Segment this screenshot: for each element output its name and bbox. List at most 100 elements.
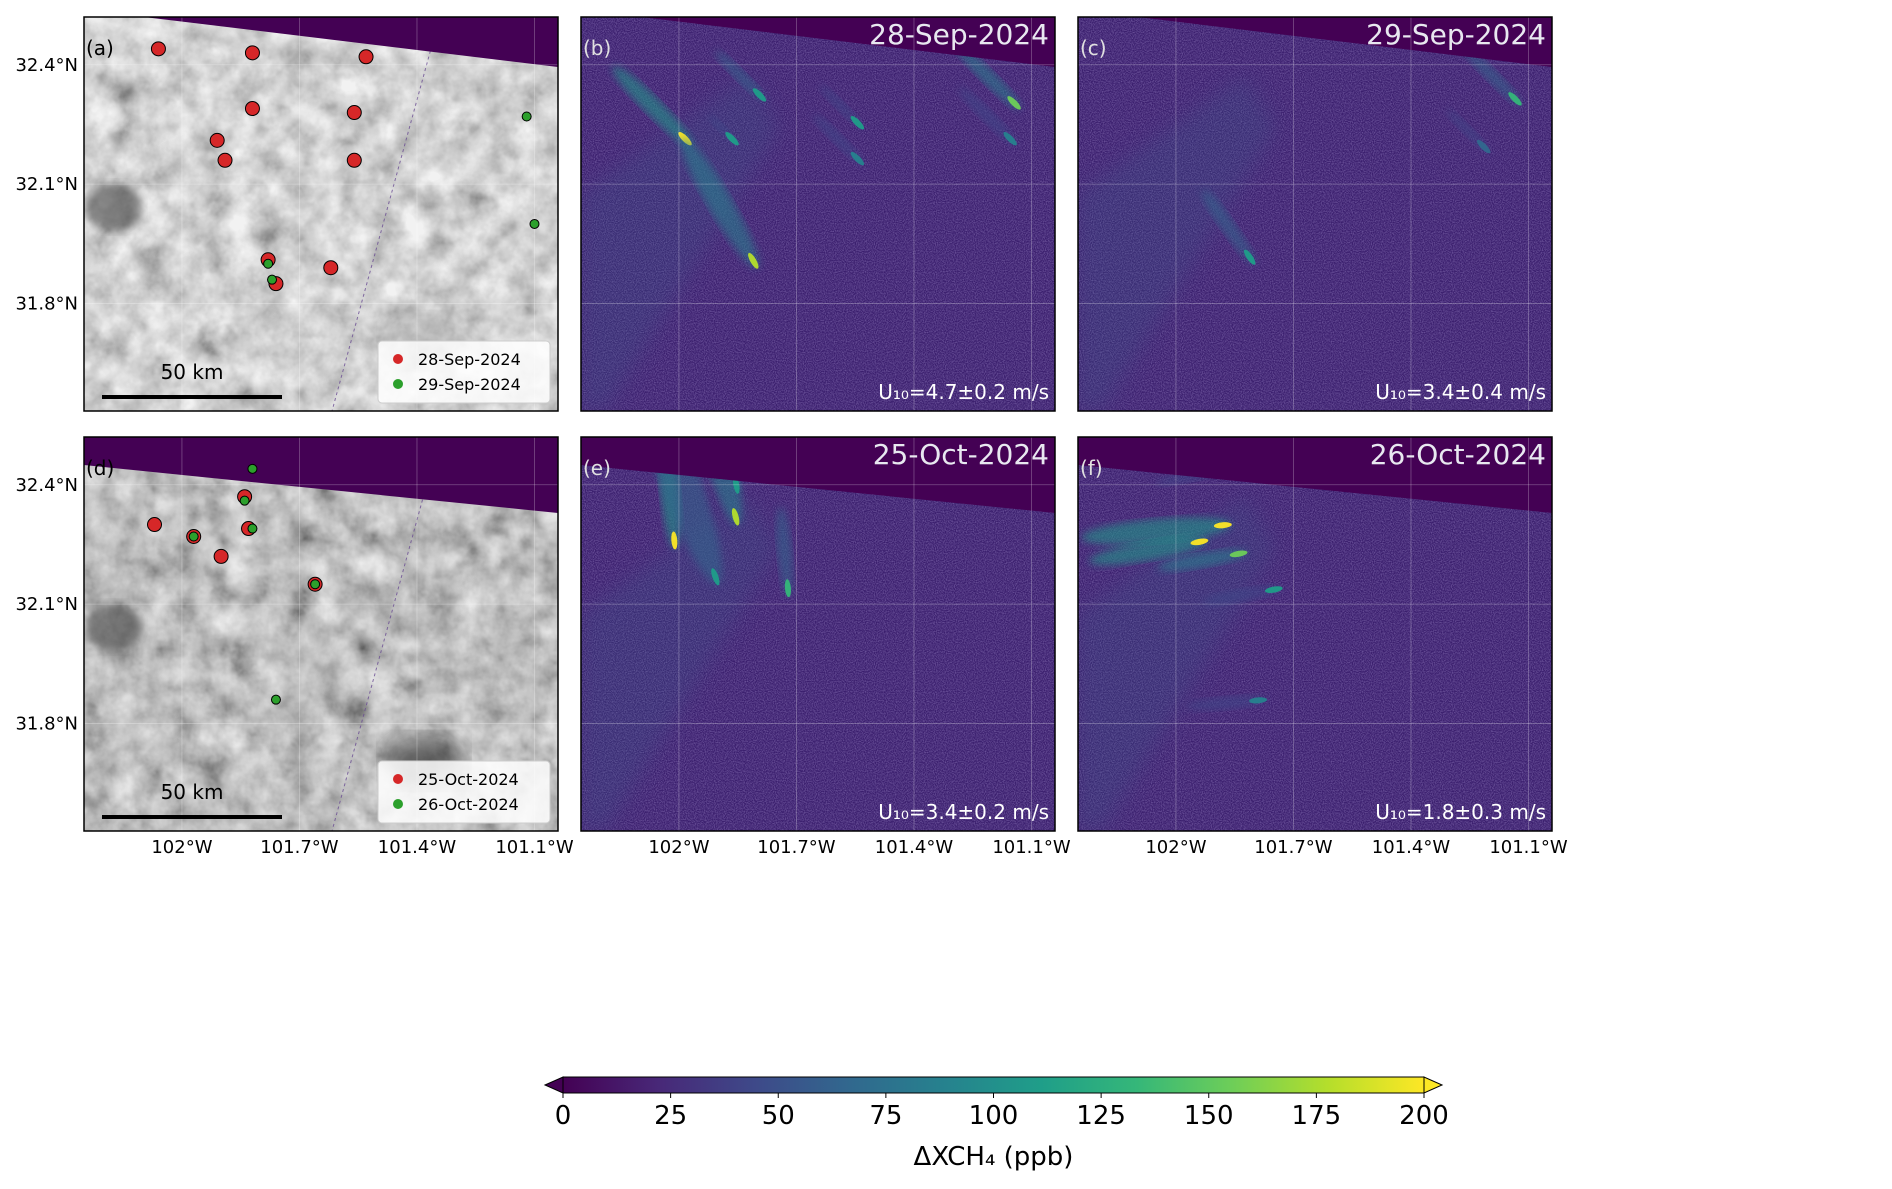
legend-marker <box>393 379 403 389</box>
plume-core <box>731 508 740 526</box>
wind-speed-label: U₁₀=3.4±0.4 m/s <box>1375 380 1546 404</box>
colorbar-label: ΔXCH₄ (ppb) <box>914 1142 1074 1172</box>
source-marker-29-Sep-2024 <box>263 258 274 269</box>
methane-plume <box>958 87 1017 146</box>
lon-tick-label: 101.7°W <box>260 837 339 858</box>
diffuse-enhancement <box>1078 496 1278 831</box>
colorbar-max-arrow <box>1423 1076 1444 1094</box>
plume-core <box>1229 550 1248 558</box>
plume-tail <box>612 66 692 145</box>
panel-date: 25-Oct-2024 <box>873 438 1049 471</box>
plume-tail <box>715 50 766 101</box>
colorbar-gradient <box>562 1076 1425 1094</box>
no-data-region <box>84 17 558 67</box>
no-data-region <box>581 17 1055 67</box>
source-marker-28-Sep-2024 <box>244 101 260 117</box>
lon-tick-label: 101.7°W <box>1254 837 1333 858</box>
urban-area-dark <box>86 183 142 231</box>
panel-label: (a) <box>86 36 114 60</box>
lon-tick-label: 101.1°W <box>992 837 1071 858</box>
plume-core <box>850 116 865 130</box>
methane-plume <box>820 85 865 130</box>
panel-frame <box>580 436 1056 832</box>
panel-frame <box>83 436 559 832</box>
legend-entry: 25-Oct-2024 <box>418 770 519 789</box>
no-data-region <box>1078 17 1552 67</box>
source-marker-28-Sep-2024 <box>209 132 225 148</box>
source-marker-28-Sep-2024 <box>217 152 233 168</box>
panel-frame <box>83 16 559 412</box>
legend-entry: 28-Sep-2024 <box>418 350 521 369</box>
plume-core <box>784 579 792 598</box>
lat-tick-label: 32.4°N <box>15 55 78 76</box>
colorbar: 0 25 50 75 100 125 150 175 200 ΔXCH₄ (ppb) <box>543 1076 1449 1172</box>
methane-plume <box>1157 549 1248 571</box>
lat-tick-label: 31.8°N <box>15 294 78 315</box>
source-marker-28-Sep-2024 <box>323 260 339 276</box>
legend-marker <box>393 354 403 364</box>
source-marker-25-Oct-2024 <box>147 517 163 533</box>
plume-tail <box>680 137 759 269</box>
legend-entry: 29-Sep-2024 <box>418 375 521 394</box>
panel-frame <box>1077 16 1553 412</box>
plume-tail <box>1202 585 1282 605</box>
panel-date: 26-Oct-2024 <box>1370 438 1546 471</box>
lon-tick-label: 102°W <box>648 837 709 858</box>
source-marker-29-Sep-2024 <box>521 111 532 122</box>
plume-core <box>1003 131 1017 146</box>
source-marker-26-Oct-2024 <box>188 531 199 542</box>
colorbar-tick-label: 50 <box>762 1101 795 1131</box>
colorbar-tick-label: 150 <box>1184 1101 1234 1131</box>
source-marker-25-Oct-2024 <box>213 548 229 564</box>
source-marker-29-Sep-2024 <box>267 274 278 285</box>
scale-bar-label: 50 km <box>161 780 224 804</box>
plume-tail <box>776 506 793 597</box>
lat-tick-label: 32.1°N <box>15 174 78 195</box>
plume-core <box>1243 249 1256 265</box>
lon-tick-label: 102°W <box>151 837 212 858</box>
panel-frame <box>580 16 1056 412</box>
colorbar-tick-label: 125 <box>1076 1101 1126 1131</box>
methane-plume <box>955 44 1021 110</box>
plume-tail <box>955 44 1021 109</box>
legend-box <box>377 340 551 404</box>
methane-plume <box>1202 585 1283 605</box>
plume-tail <box>1186 695 1267 711</box>
source-marker-28-Sep-2024 <box>346 105 362 121</box>
methane-plume <box>1463 47 1522 106</box>
plume-tail <box>958 87 1017 145</box>
panel-b: 28-Sep-2024 U₁₀=4.7±0.2 m/s (b) <box>580 16 1056 412</box>
plume-core <box>850 151 865 166</box>
panel-label: (e) <box>583 456 611 480</box>
lon-tick-label: 101.7°W <box>757 837 836 858</box>
source-marker-26-Oct-2024 <box>270 694 281 705</box>
plume-core <box>671 531 678 550</box>
source-marker-28-Sep-2024 <box>244 45 260 61</box>
diffuse-enhancement <box>1078 76 1278 411</box>
panel-e: 25-Oct-2024 U₁₀=3.4±0.2 m/s (e) 102°W 101.7°… <box>580 436 1071 858</box>
plume-core <box>748 252 759 269</box>
lon-tick-label: 101.4°W <box>1372 837 1451 858</box>
legend-marker <box>393 774 403 784</box>
lat-tick-label: 31.8°N <box>15 714 78 735</box>
lat-tick-label: 32.1°N <box>15 594 78 615</box>
methane-plume <box>1186 695 1268 711</box>
legend-box <box>377 760 551 824</box>
methane-plume <box>680 137 759 269</box>
panel-date: 28-Sep-2024 <box>869 18 1049 51</box>
diffuse-enhancement <box>581 76 781 411</box>
plume-tail <box>813 114 864 165</box>
panel-a: 50 km 28-Sep-2024 29-Sep-2024 (a) 32.4°N 32.1… <box>15 16 559 412</box>
plume-core <box>725 131 739 146</box>
plume-core <box>1213 522 1232 529</box>
source-marker-28-Sep-2024 <box>150 41 166 57</box>
panel-d: 50 km 25-Oct-2024 26-Oct-2024 (d) 32.4°N 32.1… <box>15 436 574 858</box>
wind-speed-label: U₁₀=1.8±0.3 m/s <box>1375 800 1546 824</box>
wind-speed-label: U₁₀=4.7±0.2 m/s <box>878 380 1049 404</box>
panel-label: (b) <box>583 36 611 60</box>
lat-tick-label: 32.4°N <box>15 475 78 496</box>
lon-tick-label: 101.4°W <box>875 837 954 858</box>
plume-core <box>1007 96 1021 110</box>
colorbar-tick-label: 75 <box>869 1101 902 1131</box>
source-marker-26-Oct-2024 <box>239 495 250 506</box>
